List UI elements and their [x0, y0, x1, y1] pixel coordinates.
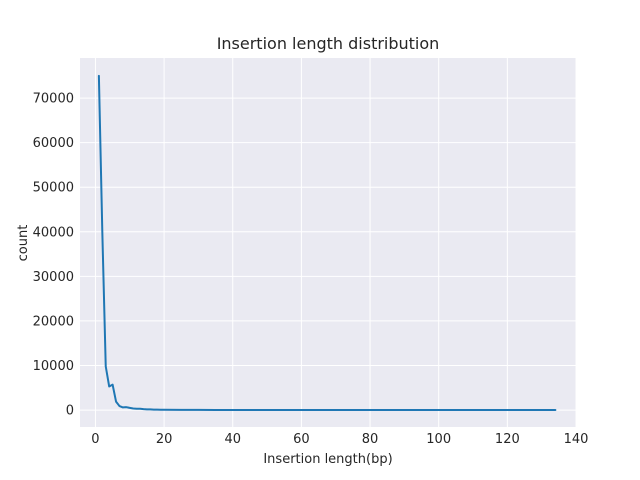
x-tick-label: 120: [495, 432, 520, 447]
tick-labels: 0 20 40 60 80 100 120 140 0 10000 20000 30000 40000 5…: [33, 92, 589, 447]
x-tick-label: 40: [224, 432, 241, 447]
x-axis-label: Insertion length(bp): [263, 452, 392, 467]
y-tick-label: 70000: [33, 92, 74, 107]
x-tick-label: 80: [362, 432, 379, 447]
series-layer: [97, 74, 557, 412]
y-tick-label: 30000: [33, 270, 74, 285]
y-tick-label: 20000: [33, 314, 74, 329]
series-line-0: [97, 74, 557, 412]
chart-title: Insertion length distribution: [217, 34, 440, 53]
y-axis-label: count: [16, 225, 31, 262]
x-tick-label: 0: [91, 432, 99, 447]
y-tick-label: 60000: [33, 136, 74, 151]
x-tick-label: 140: [564, 432, 589, 447]
y-tick-label: 40000: [33, 225, 74, 240]
grid-lines: [80, 58, 577, 427]
x-tick-label: 20: [156, 432, 173, 447]
y-tick-label: 0: [66, 404, 74, 419]
y-tick-label: 10000: [33, 359, 74, 374]
y-tick-label: 50000: [33, 181, 74, 196]
x-tick-label: 60: [293, 432, 310, 447]
plot-background: [80, 58, 576, 427]
x-tick-label: 100: [426, 432, 451, 447]
